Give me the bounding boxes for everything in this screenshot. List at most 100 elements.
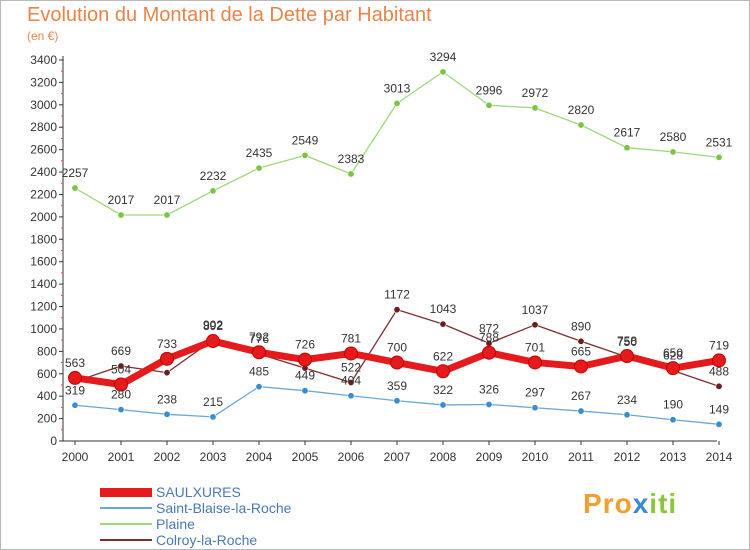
x-tick-label: 2006 (338, 450, 365, 464)
data-label: 2383 (338, 152, 365, 166)
data-point (163, 410, 171, 418)
data-point (439, 401, 447, 409)
y-tick-label: 2600 (30, 143, 57, 157)
x-tick-label: 2003 (200, 450, 227, 464)
data-label: 267 (571, 389, 591, 403)
data-point (715, 382, 723, 390)
y-tick-label: 3400 (30, 53, 57, 67)
x-tick-label: 2010 (522, 450, 549, 464)
data-label: 149 (709, 402, 729, 416)
x-tick-label: 2014 (706, 450, 733, 464)
data-point (114, 377, 128, 392)
data-label: 758 (617, 334, 637, 348)
data-label: 1037 (522, 303, 549, 317)
data-label: 1172 (384, 288, 410, 302)
data-point (347, 170, 355, 178)
data-label: 3294 (430, 50, 457, 64)
x-tick-label: 2000 (62, 450, 89, 464)
data-point (393, 99, 401, 107)
data-point (531, 321, 539, 329)
chart-title: Evolution du Montant de la Dette par Hab… (27, 4, 432, 26)
data-label: 2232 (200, 169, 227, 183)
data-label: 319 (65, 383, 85, 397)
data-label: 788 (479, 331, 499, 345)
data-point (301, 151, 309, 159)
data-point (390, 355, 404, 370)
chart-subtitle: (en €) (27, 29, 59, 43)
y-tick-label: 1400 (30, 277, 57, 291)
data-label: 190 (663, 398, 683, 412)
data-point (669, 416, 677, 424)
data-label: 2972 (522, 86, 549, 100)
logo-letter: i (649, 488, 659, 519)
data-point (485, 400, 493, 408)
logo-letter: P (583, 488, 603, 519)
legend-label: Colroy-la-Roche (156, 532, 258, 548)
x-tick-label: 2002 (154, 450, 181, 464)
data-point (117, 362, 125, 370)
data-point (252, 345, 266, 360)
data-label: 404 (341, 374, 361, 388)
data-label: 781 (341, 331, 361, 345)
x-tick-label: 2001 (108, 450, 135, 464)
data-label: 522 (341, 361, 361, 375)
logo-letter: o (614, 488, 633, 519)
data-point (209, 187, 217, 195)
data-label: 650 (663, 346, 683, 360)
data-label: 750 (617, 335, 637, 349)
x-tick-label: 2011 (568, 450, 594, 464)
y-tick-label: 600 (37, 367, 57, 381)
y-tick-label: 1000 (30, 322, 57, 336)
data-point (68, 370, 82, 385)
data-label: 2017 (154, 193, 181, 207)
logo-letter: i (668, 488, 678, 519)
y-tick-label: 3200 (30, 75, 57, 89)
data-point (439, 320, 447, 328)
x-tick-label: 2005 (292, 450, 319, 464)
data-point (393, 306, 401, 314)
data-point (577, 121, 585, 129)
y-tick-label: 800 (37, 344, 57, 358)
x-tick-label: 2008 (430, 450, 457, 464)
data-label: 359 (387, 379, 407, 393)
data-point (347, 379, 355, 387)
y-tick-label: 3000 (30, 98, 57, 112)
legend-swatch (100, 539, 152, 541)
data-point (528, 355, 542, 370)
data-point (623, 144, 631, 152)
data-point (715, 153, 723, 161)
data-point (620, 349, 634, 364)
data-label: 719 (709, 338, 729, 352)
data-point (71, 184, 79, 192)
logo-letter: x (632, 488, 650, 519)
y-tick-label: 2000 (30, 210, 57, 224)
data-label: 234 (617, 393, 637, 407)
y-tick-label: 2400 (30, 165, 57, 179)
x-tick-label: 2007 (384, 450, 411, 464)
y-tick-label: 2200 (30, 187, 57, 201)
data-point (623, 411, 631, 419)
data-point (206, 334, 220, 349)
data-label: 326 (479, 382, 499, 396)
data-label: 2820 (568, 103, 595, 117)
data-point (163, 369, 171, 377)
data-label: 2617 (614, 126, 641, 140)
y-tick-label: 1800 (30, 232, 57, 246)
data-label: 622 (433, 349, 453, 363)
data-label: 2017 (108, 193, 135, 207)
data-label: 488 (709, 364, 729, 378)
x-tick-label: 2012 (614, 450, 641, 464)
data-label: 449 (295, 369, 315, 383)
y-tick-label: 200 (37, 412, 57, 426)
data-label: 297 (525, 386, 545, 400)
legend-label: Saint-Blaise-la-Roche (156, 500, 292, 516)
data-point (71, 401, 79, 409)
legend-item: Colroy-la-Roche (100, 532, 291, 548)
legend-item: Plaine (100, 516, 291, 532)
data-label: 669 (111, 344, 131, 358)
legend-swatch (100, 523, 152, 525)
y-tick-label: 0 (50, 434, 57, 448)
data-label: 700 (387, 341, 407, 355)
